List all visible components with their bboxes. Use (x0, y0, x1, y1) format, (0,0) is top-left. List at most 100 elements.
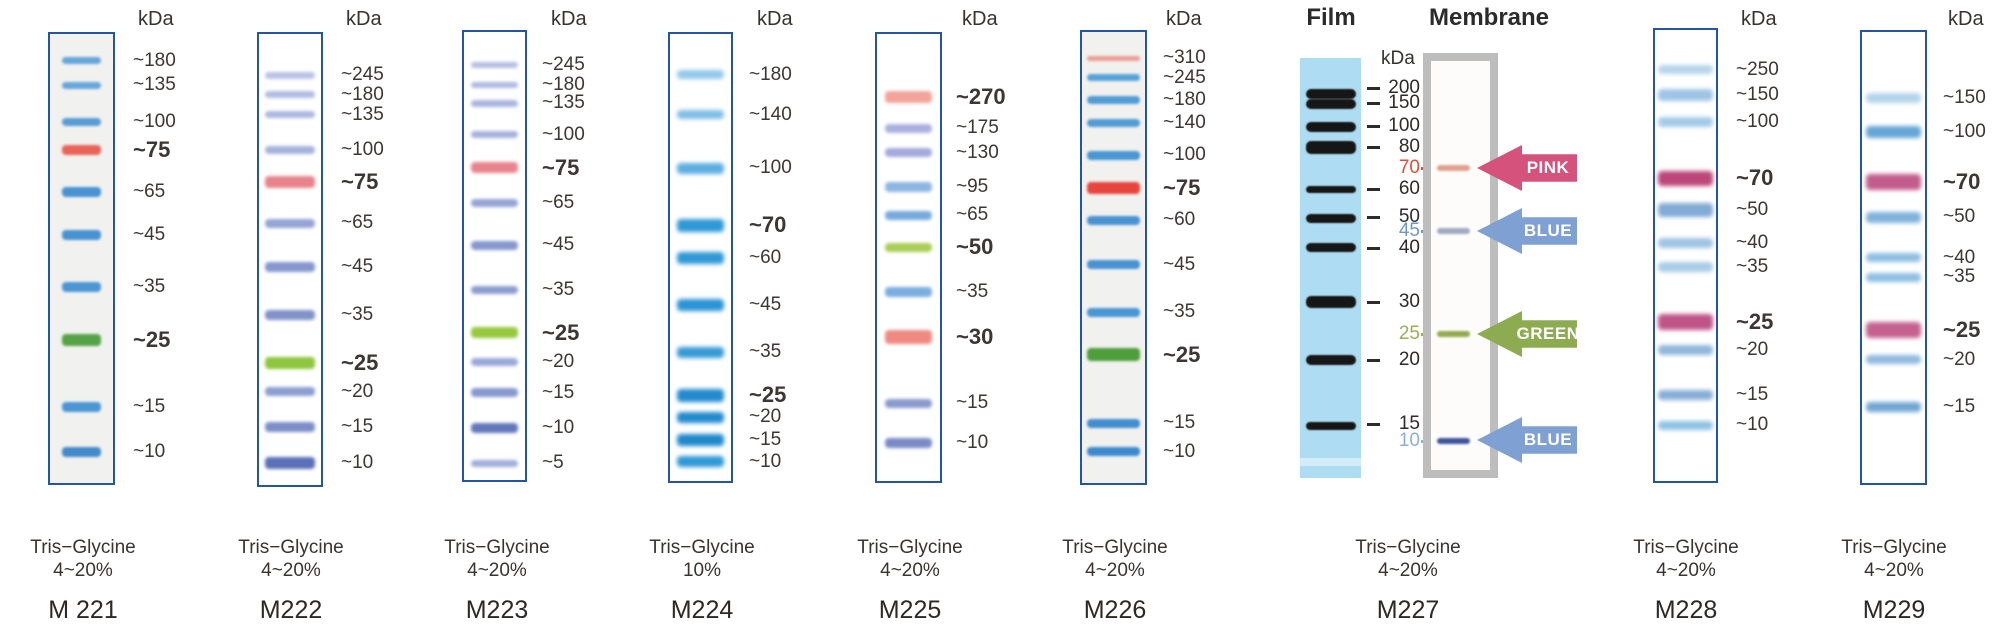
tick-dash-50 (1367, 216, 1380, 219)
band-label-M221-180: ~180 (133, 49, 176, 71)
band-M228-10 (1658, 420, 1713, 430)
band-M222-180 (265, 91, 315, 99)
gel-type-label-M224: Tris−Glycine 10% (649, 536, 754, 582)
band-M221-45 (62, 230, 101, 241)
band-label-M222-180: ~180 (341, 83, 384, 105)
band-M224-45 (677, 298, 724, 311)
band-label-M224-100: ~100 (749, 157, 792, 179)
gel-type-label-M223: Tris−Glycine 4~20% (444, 536, 549, 582)
band-label-M222-135: ~135 (341, 103, 384, 125)
tick-dash-150 (1367, 102, 1380, 105)
band-M221-25 (62, 334, 101, 347)
band-M229-35 (1866, 272, 1921, 282)
film-band-7 (1306, 296, 1356, 308)
band-M221-35 (62, 281, 101, 292)
band-label-M221-35: ~35 (133, 275, 166, 297)
film-band-1 (1306, 99, 1356, 109)
band-label-M226-35: ~35 (1163, 301, 1196, 323)
band-M228-35 (1658, 261, 1713, 272)
band-M226-35 (1087, 307, 1140, 317)
band-label-M224-60: ~60 (749, 246, 782, 268)
tick-label-25: 25 (1398, 323, 1420, 344)
film-kda-header: kDa (1381, 48, 1415, 69)
band-M229-70 (1866, 173, 1921, 190)
gel-type-label-M225: Tris−Glycine 4~20% (857, 536, 962, 582)
band-M224-15 (677, 434, 724, 447)
gel-type-line2-M221: 4~20% (53, 560, 113, 581)
tick-label-10: 10 (1398, 430, 1420, 451)
band-label-M223-5: ~5 (542, 452, 564, 474)
product-name-M225: M225 (878, 596, 942, 624)
band-label-M229-25: ~25 (1943, 316, 1981, 342)
band-label-M225-175: ~175 (956, 117, 999, 139)
gel-type-label-M221: Tris−Glycine 4~20% (30, 536, 135, 582)
band-M225-175 (885, 123, 932, 133)
band-M221-135 (62, 81, 101, 89)
band-M223-75 (471, 162, 518, 174)
band-label-M224-15: ~15 (749, 429, 782, 451)
product-name-M228: M228 (1654, 596, 1718, 624)
band-M228-70 (1658, 170, 1713, 186)
gel-type-label-M226: Tris−Glycine 4~20% (1062, 536, 1167, 582)
band-M223-45 (471, 240, 518, 250)
band-label-M221-135: ~135 (133, 74, 176, 95)
band-label-M223-180: ~180 (542, 74, 585, 96)
gel-type-line1-M227: Tris−Glycine (1355, 537, 1461, 558)
band-M224-140 (677, 110, 724, 120)
film-band-0 (1306, 89, 1356, 99)
band-M229-20 (1866, 355, 1921, 365)
band-label-M228-250: ~250 (1736, 58, 1779, 80)
band-label-M225-10: ~10 (956, 431, 989, 453)
gel-type-line1-M223: Tris−Glycine (444, 537, 550, 558)
band-M228-15 (1658, 390, 1713, 401)
film-title: Film (1306, 4, 1356, 31)
band-M229-25 (1866, 321, 1921, 338)
band-M226-60 (1087, 215, 1140, 225)
product-name-M221: M 221 (48, 596, 118, 624)
band-M228-25 (1658, 313, 1713, 330)
kda-header-M222: kDa (346, 8, 382, 30)
band-label-M228-25: ~25 (1736, 308, 1774, 334)
kda-header-M224: kDa (757, 8, 793, 30)
band-M223-135 (471, 99, 518, 107)
band-M223-25 (471, 327, 518, 339)
band-label-M223-10: ~10 (542, 417, 575, 439)
band-label-M222-15: ~15 (341, 415, 374, 437)
tick-label-40: 40 (1398, 237, 1420, 258)
band-M223-65 (471, 199, 518, 208)
tick-dash-30 (1367, 301, 1380, 304)
band-label-M223-15: ~15 (542, 381, 575, 403)
band-M224-180 (677, 70, 724, 80)
tick-dash-60 (1367, 188, 1380, 191)
tick-dash-15 (1367, 423, 1380, 426)
band-M226-45 (1087, 260, 1140, 270)
band-M224-20 (677, 411, 724, 423)
band-M225-15 (885, 398, 932, 408)
gel-type-line2-M226: 4~20% (1085, 560, 1145, 581)
band-label-M225-35: ~35 (956, 281, 989, 303)
band-M222-75 (265, 176, 315, 189)
band-label-M228-50: ~50 (1736, 199, 1769, 220)
band-M226-100 (1087, 150, 1140, 160)
band-label-M229-40: ~40 (1943, 246, 1976, 268)
band-label-M221-45: ~45 (133, 224, 166, 246)
band-M225-270 (885, 90, 932, 103)
lane-box-M221 (48, 32, 115, 485)
band-M222-15 (265, 421, 315, 432)
band-M226-180 (1087, 96, 1140, 105)
band-M226-75 (1087, 181, 1140, 194)
tick-label-200: 200 (1388, 77, 1420, 98)
band-label-M222-25: ~25 (341, 350, 379, 376)
band-M222-65 (265, 218, 315, 228)
product-name-M223: M223 (465, 596, 529, 624)
band-label-M229-70: ~70 (1943, 168, 1981, 194)
band-M222-10 (265, 456, 315, 469)
band-label-M223-25: ~25 (542, 319, 580, 345)
film-band-3 (1306, 140, 1356, 154)
band-label-M225-270: ~270 (956, 83, 1006, 109)
kda-header-M226: kDa (1166, 8, 1202, 30)
band-M224-60 (677, 251, 724, 264)
band-label-M222-65: ~65 (341, 212, 374, 234)
tick-label-50: 50 (1398, 206, 1420, 227)
